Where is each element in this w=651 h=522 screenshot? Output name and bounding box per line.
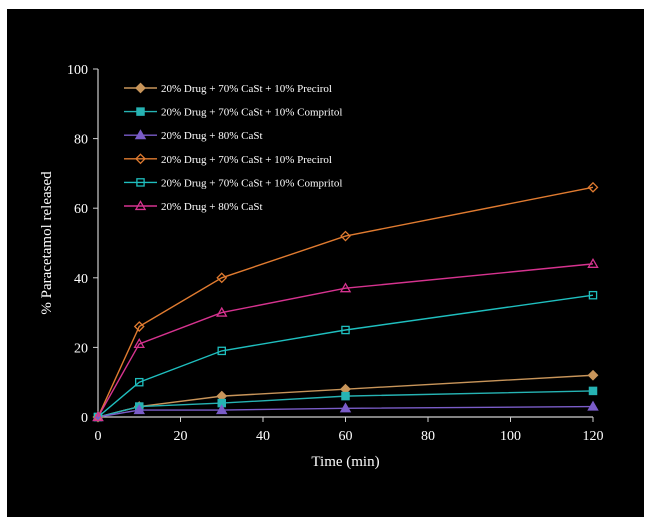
data-point bbox=[587, 181, 599, 193]
data-point bbox=[341, 391, 350, 401]
x-tick-label: 100 bbox=[500, 429, 521, 444]
data-point bbox=[216, 272, 228, 284]
legend-item: 20% Drug + 70% CaSt + 10% Precirol bbox=[124, 153, 332, 166]
data-point bbox=[92, 411, 104, 422]
series-line bbox=[97, 186, 594, 418]
data-point bbox=[134, 377, 144, 387]
legend-marker bbox=[134, 200, 147, 211]
x-tick-label: 60 bbox=[339, 429, 353, 444]
x-tick-label: 0 bbox=[95, 429, 102, 444]
data-point bbox=[588, 290, 598, 300]
legend-item: 20% Drug + 80% CaSt bbox=[124, 200, 263, 213]
data-point bbox=[587, 400, 599, 411]
series-5 bbox=[93, 290, 598, 422]
y-axis-title: % Paracetamol released bbox=[39, 171, 55, 315]
data-point bbox=[133, 404, 145, 415]
data-point bbox=[340, 230, 351, 242]
legend-item: 20% Drug + 70% CaSt + 10% Precirol bbox=[124, 82, 332, 95]
series-line bbox=[97, 294, 594, 418]
legend-label: 20% Drug + 80% CaSt bbox=[161, 201, 263, 213]
legend-marker bbox=[135, 82, 146, 94]
y-tick-label: 0 bbox=[81, 411, 88, 426]
legend-label: 20% Drug + 70% CaSt + 10% Compritol bbox=[161, 107, 342, 119]
x-tick-label: 40 bbox=[256, 429, 270, 444]
data-point bbox=[341, 325, 350, 335]
y-tick-label: 40 bbox=[74, 272, 88, 287]
data-point bbox=[588, 386, 598, 396]
legend-label: 20% Drug + 70% CaSt + 10% Compritol bbox=[161, 177, 342, 189]
series-group bbox=[92, 181, 599, 423]
legend-label: 20% Drug + 70% CaSt + 10% Precirol bbox=[161, 83, 332, 95]
legend-item: 20% Drug + 70% CaSt + 10% Compritol bbox=[124, 107, 342, 119]
data-point bbox=[216, 404, 228, 415]
legend-marker bbox=[136, 178, 145, 187]
chart-frame: 0 20 40 60 80 100 0 20 40 60 80 100 120 Time (min) %… bbox=[7, 9, 644, 517]
y-tick-label: 60 bbox=[74, 202, 88, 217]
y-tick-label: 100 bbox=[67, 63, 88, 78]
data-point bbox=[339, 402, 352, 413]
data-point bbox=[587, 369, 599, 381]
x-tick-label: 20 bbox=[174, 429, 188, 444]
release-chart: 0 20 40 60 80 100 0 20 40 60 80 100 120 Time (min) %… bbox=[39, 63, 604, 470]
data-point bbox=[133, 338, 145, 349]
legend-item: 20% Drug + 70% CaSt + 10% Compritol bbox=[124, 177, 342, 189]
x-axis-title: Time (min) bbox=[311, 454, 379, 470]
legend: 20% Drug + 70% CaSt + 10% Precirol 20% Dr… bbox=[124, 82, 342, 213]
y-tick-label: 20 bbox=[74, 341, 88, 356]
series-line bbox=[97, 263, 594, 418]
y-tick-label: 80 bbox=[74, 133, 88, 148]
x-tick-label: 120 bbox=[583, 429, 604, 444]
x-tick-label: 80 bbox=[421, 429, 435, 444]
legend-marker bbox=[134, 129, 147, 140]
legend-label: 20% Drug + 70% CaSt + 10% Precirol bbox=[161, 154, 332, 166]
legend-label: 20% Drug + 80% CaSt bbox=[161, 130, 263, 142]
data-point bbox=[587, 257, 599, 268]
data-point bbox=[133, 321, 145, 332]
series-4 bbox=[92, 181, 599, 423]
legend-item: 20% Drug + 80% CaSt bbox=[124, 129, 263, 142]
axes bbox=[97, 69, 593, 418]
legend-marker bbox=[136, 107, 145, 116]
series-6 bbox=[92, 257, 599, 422]
ticks: 0 20 40 60 80 100 0 20 40 60 80 100 120 bbox=[67, 63, 604, 444]
data-point bbox=[339, 282, 352, 293]
legend-marker bbox=[135, 153, 146, 165]
data-point bbox=[216, 306, 228, 317]
data-point bbox=[217, 346, 226, 356]
